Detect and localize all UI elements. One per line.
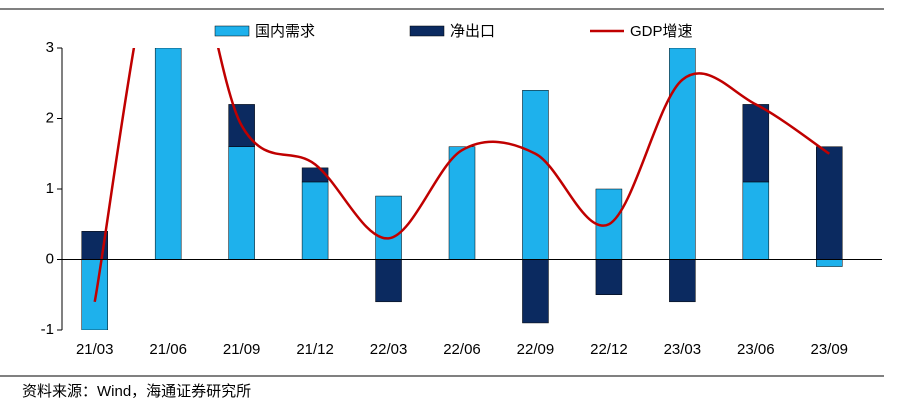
bar	[522, 259, 549, 324]
x-tick-label: 22/03	[370, 341, 408, 358]
plot-area	[81, 48, 843, 330]
bar	[742, 181, 770, 260]
bar	[669, 259, 696, 303]
x-tick-label: 21/06	[149, 341, 187, 358]
legend-label: 净出口	[450, 23, 495, 40]
y-tick-label: -1	[41, 321, 54, 338]
legend-label: GDP增速	[630, 23, 693, 40]
x-tick-label: 22/09	[517, 341, 555, 358]
bar	[669, 48, 696, 260]
line	[93, 48, 830, 303]
bar	[228, 146, 255, 260]
legend-label: 国内需求	[255, 23, 315, 40]
bar	[742, 104, 770, 183]
y-tick-label: 2	[46, 109, 54, 126]
legend-swatch	[214, 25, 250, 37]
x-tick-label: 21/03	[76, 341, 114, 358]
bar	[448, 146, 476, 260]
bar	[595, 259, 623, 295]
bar	[154, 48, 182, 260]
bar	[816, 259, 843, 267]
x-tick-label: 21/12	[296, 341, 334, 358]
x-tick-label: 22/12	[590, 341, 628, 358]
x-tick-label: 23/09	[810, 341, 848, 358]
bar	[522, 90, 549, 260]
x-tick-label: 21/09	[223, 341, 261, 358]
bar	[301, 181, 329, 260]
source-note: 资料来源：Wind，海通证券研究所	[22, 383, 251, 400]
bar	[375, 195, 402, 260]
legend-swatch	[409, 25, 445, 37]
y-tick-label: 1	[46, 180, 54, 197]
x-tick-label: 23/03	[664, 341, 702, 358]
x-tick-label: 22/06	[443, 341, 481, 358]
bar	[816, 146, 843, 260]
y-tick-label: 3	[46, 39, 54, 56]
x-tick-label: 23/06	[737, 341, 775, 358]
y-tick-label: 0	[46, 250, 54, 267]
bar	[375, 259, 402, 303]
